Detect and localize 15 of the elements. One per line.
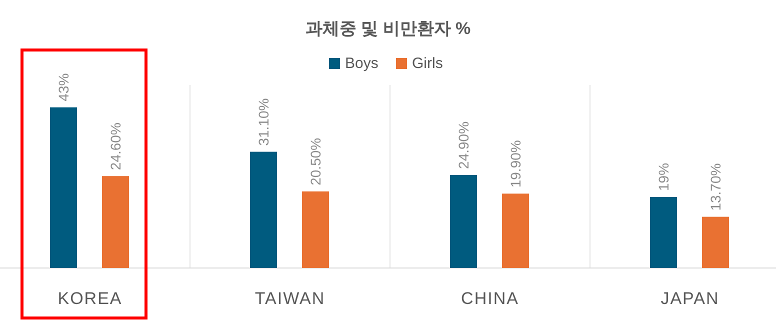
data-label: 43% bbox=[56, 73, 72, 102]
data-label: 19.90% bbox=[508, 140, 524, 188]
chart-title: 과체중 및 비만환자 % bbox=[305, 19, 471, 38]
legend-label: Girls bbox=[412, 55, 443, 72]
data-label: 20.50% bbox=[308, 138, 324, 186]
x-tick-label: TAIWAN bbox=[254, 289, 326, 308]
data-label: 24.90% bbox=[456, 121, 472, 169]
data-label: 24.60% bbox=[108, 122, 124, 170]
data-label: 13.70% bbox=[708, 163, 724, 211]
legend-label: Boys bbox=[345, 55, 378, 72]
x-tick-label: CHINA bbox=[461, 289, 519, 308]
data-label: 31.10% bbox=[256, 98, 272, 146]
x-tick-label: KOREA bbox=[58, 289, 122, 308]
x-tick-label: JAPAN bbox=[660, 289, 720, 308]
data-label: 19% bbox=[656, 162, 672, 191]
